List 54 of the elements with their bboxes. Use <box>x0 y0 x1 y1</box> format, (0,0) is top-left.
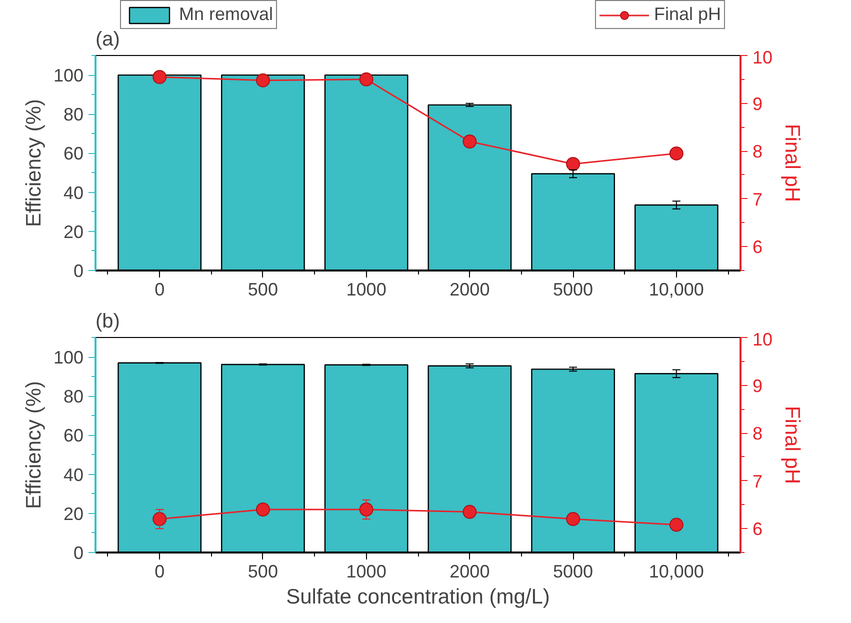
x-tick-label: 0 <box>154 562 165 582</box>
point <box>359 502 374 516</box>
y-tick-label: 60 <box>63 144 84 164</box>
x-tick-label: 2000 <box>450 562 490 582</box>
y-tick-label: 80 <box>63 104 84 125</box>
legend-label: Mn removal <box>179 4 274 25</box>
y2-tick-label: 8 <box>752 142 763 162</box>
x-tick-label: 500 <box>248 280 278 300</box>
y2-tick-label: 9 <box>752 94 763 114</box>
y2-axis-title: Final pH <box>780 124 804 202</box>
y2-tick-label: 7 <box>752 189 763 210</box>
y-axis-title: Efficiency (%) <box>22 381 46 509</box>
point <box>462 504 477 519</box>
y2-axis-title: Final pH <box>780 406 804 484</box>
y2-tick-label: 6 <box>752 519 763 540</box>
point <box>462 134 477 148</box>
x-tick-label: 10,000 <box>648 280 704 300</box>
text: (a) <box>96 28 120 50</box>
x-tick-label: 500 <box>248 562 278 582</box>
point <box>566 512 580 526</box>
y-tick-label: 0 <box>73 543 84 563</box>
point <box>152 70 167 84</box>
x-tick-label: 5000 <box>553 280 594 300</box>
y2-tick-label: 9 <box>752 376 763 396</box>
legend-label: Final pH <box>654 4 722 25</box>
x-tick-label: 1000 <box>346 280 386 300</box>
y-tick-label: 60 <box>63 426 84 446</box>
y2-tick-label: 10 <box>752 330 773 350</box>
y2-tick-label: 10 <box>752 48 773 68</box>
x-tick-label: 5000 <box>553 562 594 582</box>
point <box>669 146 684 160</box>
point <box>256 502 270 516</box>
text: (b) <box>96 310 120 332</box>
point <box>152 512 167 526</box>
point <box>669 518 684 532</box>
y-tick-label: 40 <box>63 182 84 203</box>
point <box>359 72 374 86</box>
y-tick-label: 100 <box>53 348 84 368</box>
x-tick-label: 0 <box>154 280 165 300</box>
y-tick-label: 80 <box>63 386 84 407</box>
x-tick-label: 10,000 <box>648 562 704 582</box>
x-tick-label: 1000 <box>346 562 386 582</box>
y-tick-label: 0 <box>73 261 84 281</box>
point <box>256 73 270 88</box>
y-tick-label: 40 <box>63 464 84 485</box>
y2-tick-label: 6 <box>752 237 763 258</box>
x-tick-label: 2000 <box>450 280 490 300</box>
y2-tick-label: 7 <box>752 471 763 492</box>
y-tick-label: 20 <box>63 222 84 242</box>
y2-tick-label: 8 <box>752 424 763 444</box>
y-tick-label: 20 <box>63 504 84 524</box>
y-axis-title: Efficiency (%) <box>22 99 46 227</box>
y-tick-label: 100 <box>53 66 84 86</box>
x-axis-title: Sulfate concentration (mg/L) <box>286 586 550 608</box>
